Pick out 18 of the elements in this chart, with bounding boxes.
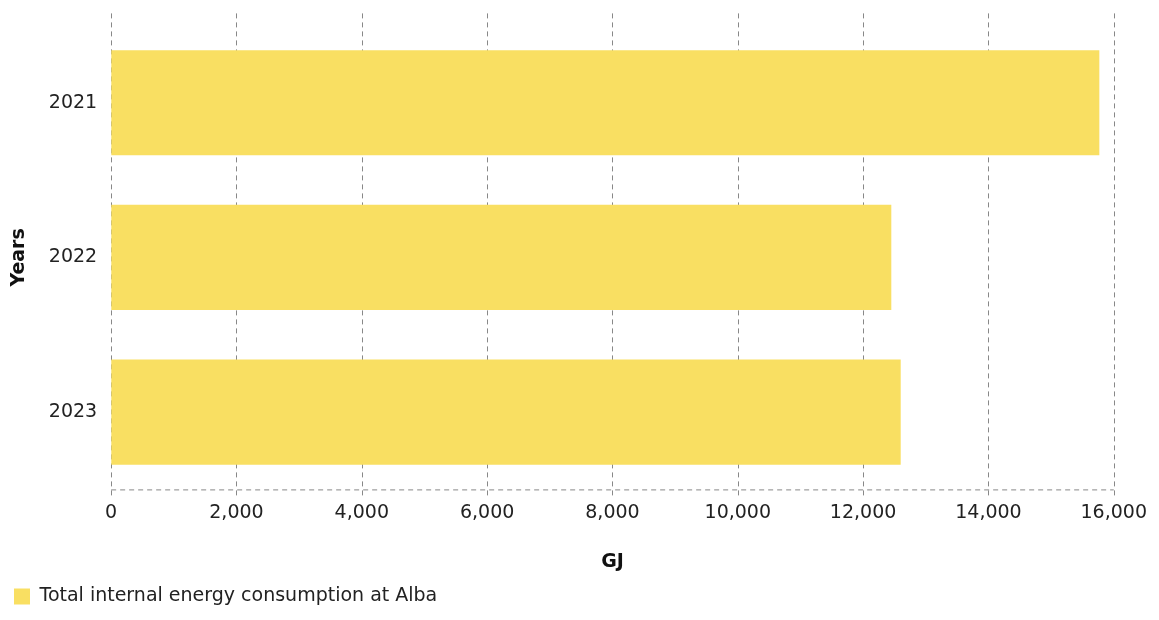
x-tick-label: 0 [105,499,118,522]
x-tick-label: 4,000 [334,499,390,522]
x-axis-title: GJ [601,548,624,571]
x-tick-label: 10,000 [704,499,772,522]
y-axis-title: Years [6,228,29,288]
legend-label: Total internal energy consumption at Alba [38,583,438,606]
x-tick-label: 6,000 [459,499,515,522]
bar [111,50,1100,156]
x-tick-label: 2,000 [209,499,264,522]
bar [111,359,901,465]
y-tick-label: 2021 [48,89,98,112]
y-tick-label: 2022 [48,244,98,267]
x-tick-label: 12,000 [829,499,897,522]
x-tick-label: 16,000 [1080,499,1147,522]
bar [111,204,892,310]
x-tick-label: 8,000 [585,499,640,522]
x-tick-label: 14,000 [955,499,1022,522]
y-tick-label: 2023 [48,399,98,421]
